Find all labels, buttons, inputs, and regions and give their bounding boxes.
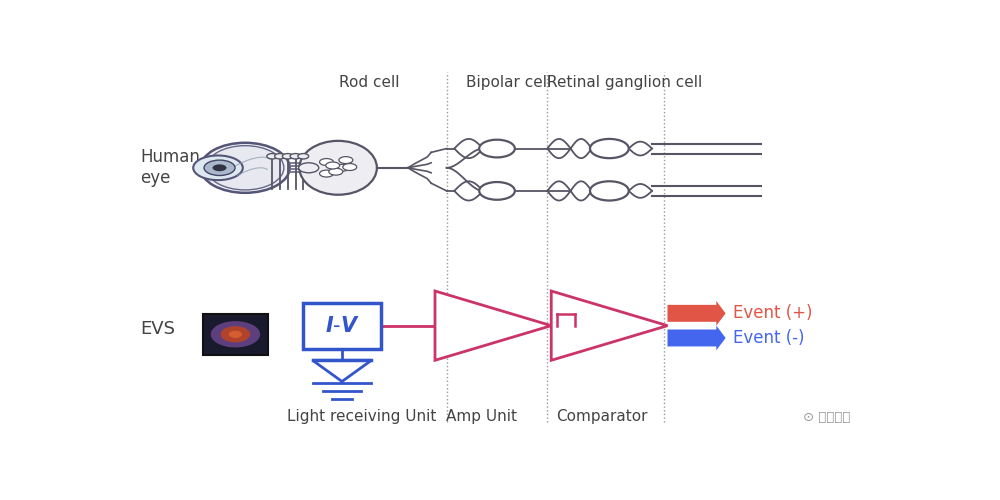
Ellipse shape bbox=[299, 141, 377, 195]
Polygon shape bbox=[435, 291, 551, 360]
Circle shape bbox=[590, 182, 629, 201]
Circle shape bbox=[339, 156, 353, 164]
Polygon shape bbox=[668, 326, 726, 350]
Text: Amp Unit: Amp Unit bbox=[446, 409, 517, 424]
Ellipse shape bbox=[221, 326, 250, 342]
Circle shape bbox=[343, 164, 357, 170]
Circle shape bbox=[267, 154, 278, 159]
Circle shape bbox=[479, 140, 515, 158]
Polygon shape bbox=[313, 360, 371, 382]
Polygon shape bbox=[668, 301, 726, 326]
Text: $\bfit{I}$-$\bfit{V}$: $\bfit{I}$-$\bfit{V}$ bbox=[325, 316, 359, 336]
Text: Bipolar cell: Bipolar cell bbox=[466, 76, 551, 90]
Text: Rod cell: Rod cell bbox=[339, 76, 399, 90]
Circle shape bbox=[329, 168, 343, 175]
Ellipse shape bbox=[201, 143, 290, 193]
Circle shape bbox=[204, 160, 235, 176]
Circle shape bbox=[213, 164, 227, 172]
FancyBboxPatch shape bbox=[303, 302, 381, 349]
Circle shape bbox=[335, 164, 349, 172]
Circle shape bbox=[282, 154, 293, 159]
Circle shape bbox=[275, 154, 285, 159]
Circle shape bbox=[298, 154, 309, 159]
Circle shape bbox=[290, 154, 301, 159]
Ellipse shape bbox=[206, 146, 284, 190]
Circle shape bbox=[320, 158, 333, 166]
Text: EVS: EVS bbox=[140, 320, 176, 338]
Circle shape bbox=[320, 170, 333, 177]
Polygon shape bbox=[551, 291, 668, 360]
Circle shape bbox=[299, 163, 319, 173]
Text: Human
eye: Human eye bbox=[140, 148, 200, 187]
FancyBboxPatch shape bbox=[202, 314, 268, 354]
Ellipse shape bbox=[211, 321, 260, 347]
Text: Light receiving Unit: Light receiving Unit bbox=[287, 409, 436, 424]
Circle shape bbox=[479, 182, 515, 200]
Circle shape bbox=[193, 156, 243, 180]
Text: Comparator: Comparator bbox=[556, 409, 647, 424]
Text: ⊙ 大话成像: ⊙ 大话成像 bbox=[803, 411, 850, 424]
Text: Event (+): Event (+) bbox=[733, 304, 813, 322]
Circle shape bbox=[590, 139, 629, 158]
Text: Retinal ganglion cell: Retinal ganglion cell bbox=[547, 76, 702, 90]
Circle shape bbox=[326, 162, 340, 169]
Ellipse shape bbox=[229, 330, 242, 338]
Text: Event (-): Event (-) bbox=[733, 329, 805, 347]
